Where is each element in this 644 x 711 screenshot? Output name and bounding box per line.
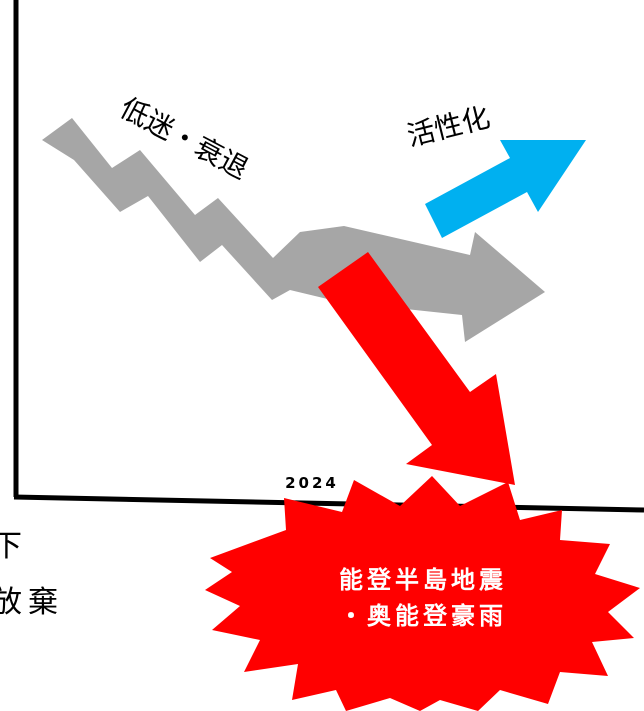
burst-line-1: 能登半島地震 xyxy=(339,566,507,594)
revitalization-label: 活性化 xyxy=(404,100,494,152)
disaster-arrow xyxy=(318,252,515,485)
left-text-line-1: 下 xyxy=(0,529,22,564)
burst-line-2: ・奥能登豪雨 xyxy=(339,602,507,630)
x-axis-year-label: 2024 xyxy=(285,474,339,492)
starburst xyxy=(205,476,640,711)
decline-arrow xyxy=(42,118,545,342)
x-axis xyxy=(13,494,644,513)
left-text-line-2: 放棄 xyxy=(0,585,64,620)
revitalization-arrow xyxy=(425,140,586,238)
